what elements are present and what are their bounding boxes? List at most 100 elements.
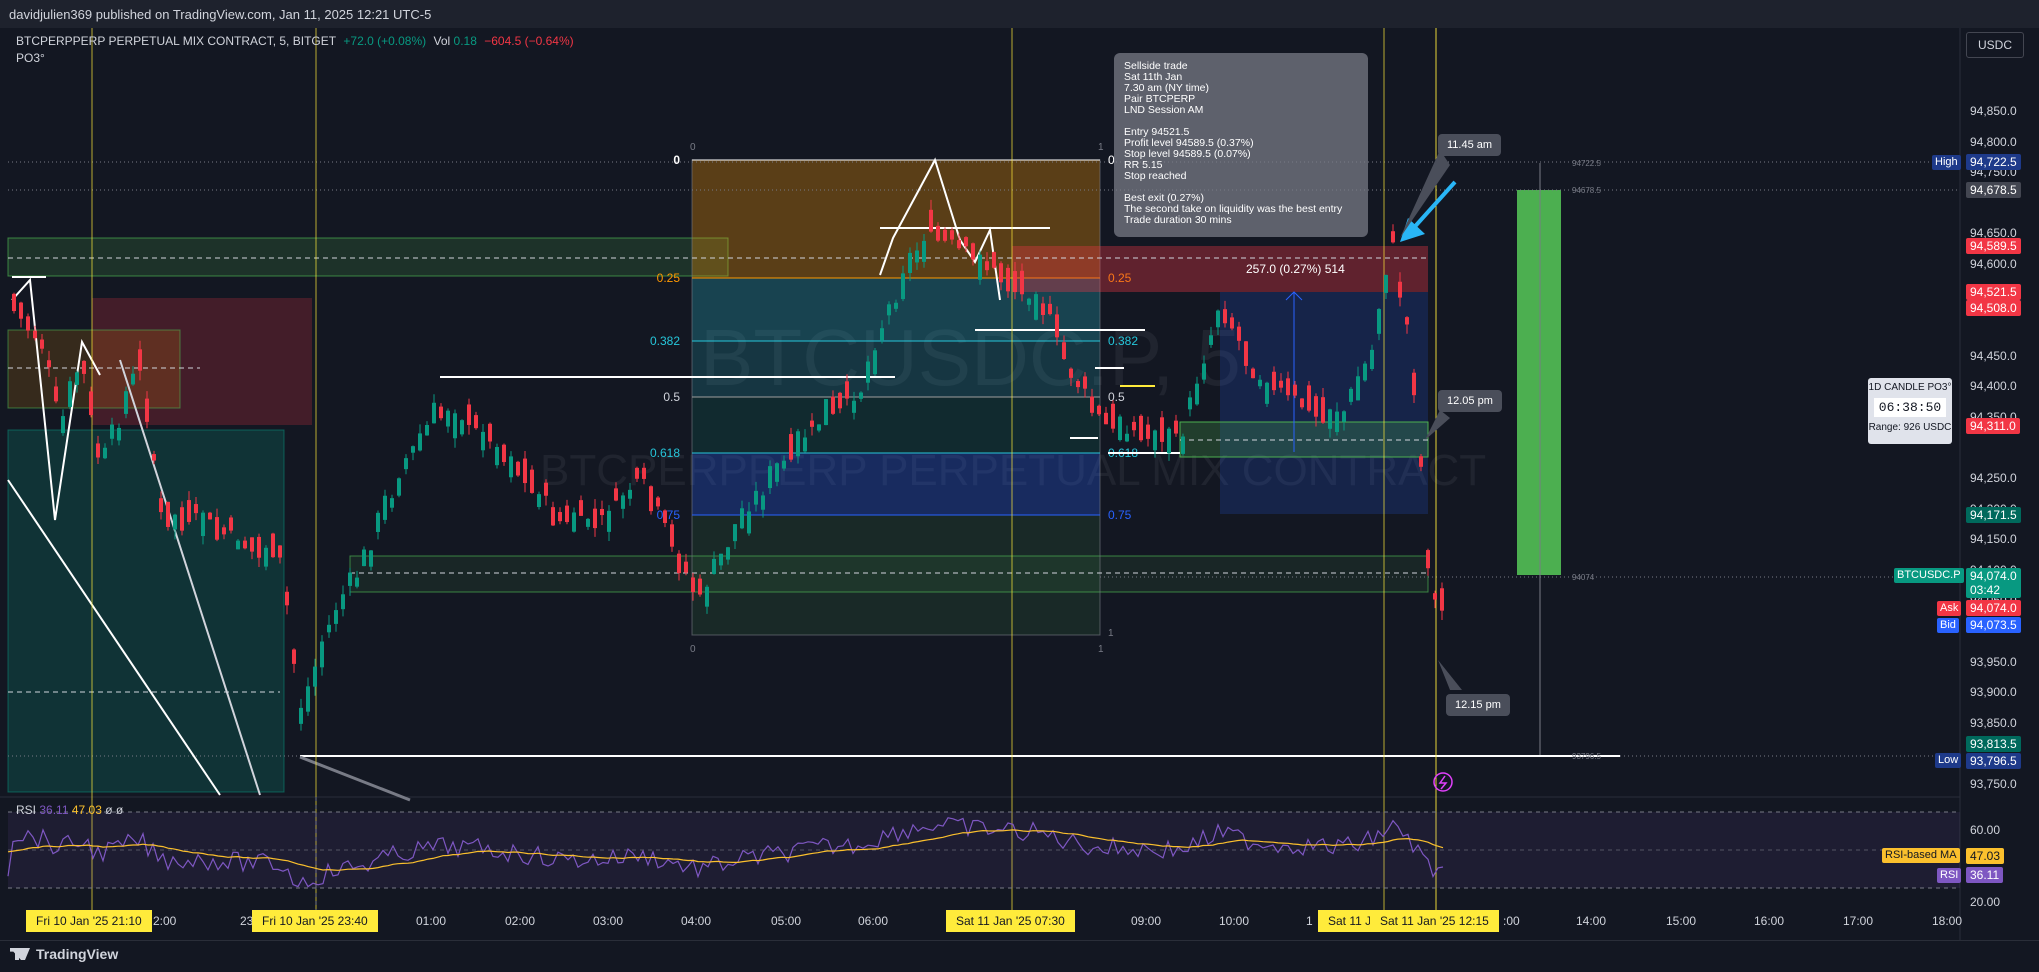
time-tick: 18:00: [1932, 914, 1963, 928]
candle-body: [75, 372, 79, 385]
green-bar: [1517, 190, 1561, 575]
candle-body: [362, 549, 366, 567]
diag-1: [7, 479, 221, 796]
candle-body: [747, 511, 751, 534]
blue-arrow-head: [1400, 218, 1425, 242]
candle-body: [642, 467, 646, 479]
candle-body: [229, 517, 233, 531]
candle-body: [1076, 381, 1080, 388]
rsi-tick-60: 60.00: [1970, 823, 2001, 837]
candle-body: [180, 507, 184, 531]
price-tick: 94,400.0: [1970, 379, 2017, 394]
zigzag: [11, 277, 101, 521]
time-tick: 05:00: [771, 914, 802, 928]
low-tag: Low: [1935, 753, 1962, 768]
fib-left-025: 0.25: [657, 271, 681, 285]
zone-green-top: [7, 237, 729, 277]
candle-body: [1370, 349, 1374, 370]
price-tick: 94,450.0: [1970, 348, 2017, 363]
daily-candle-timer: 06:38:50: [1874, 398, 1946, 417]
bid-value: 94,073.5: [1966, 617, 2021, 633]
indicator-label[interactable]: PO3°: [16, 51, 45, 65]
currency-button[interactable]: USDC: [1966, 32, 2024, 58]
price-tick: 94,600.0: [1970, 256, 2017, 271]
tag-94311: 94,311.0: [1966, 418, 2020, 434]
fib-band-5: [692, 515, 1100, 635]
last-price-countdown: 03:42: [1970, 583, 2001, 597]
candle-body: [663, 510, 667, 523]
candle-body: [152, 454, 156, 461]
legend-vol-value: 0.18: [453, 34, 477, 48]
candle-body: [551, 507, 555, 526]
candle-body: [138, 349, 142, 371]
small-label-94678: 94678.5: [1572, 186, 1601, 195]
daily-candle-widget: 1D CANDLE PO3° 06:38:50 Range: 926 USDC: [1868, 378, 1952, 444]
time-tick: 2:00: [153, 914, 177, 928]
note-line: Sellside trade: [1124, 60, 1188, 72]
candle-body: [1328, 409, 1332, 429]
candle-body: [1118, 416, 1122, 441]
candle-body: [1083, 376, 1087, 389]
candle-body: [124, 391, 128, 414]
rsi-value-3: ø: [105, 803, 113, 817]
rsi-legend[interactable]: RSI 36.11 47.03 ø ø: [16, 803, 123, 817]
blue-arrow-shaft: [1408, 180, 1457, 234]
candle-body: [523, 458, 527, 484]
rsi-ma-value: 47.03: [1966, 848, 2005, 864]
candle-body: [1440, 588, 1444, 611]
candle-body: [1265, 382, 1269, 404]
diag-low: [299, 755, 411, 802]
time-tick: 01:00: [416, 914, 447, 928]
candle-body: [1062, 342, 1066, 360]
candle-body: [1356, 376, 1360, 401]
candle-body: [621, 495, 625, 509]
candle-body: [1146, 424, 1150, 439]
tag-94678: 94,678.5: [1966, 182, 2021, 198]
daily-candle-range: Range: 926 USDC: [1868, 422, 1952, 433]
stop-zone: [1012, 246, 1428, 292]
candle-body: [173, 514, 177, 530]
candle-body: [1412, 372, 1416, 396]
candle-body: [936, 225, 940, 241]
candle-body: [600, 508, 604, 516]
candle-body: [992, 252, 996, 268]
candle-body: [628, 489, 632, 499]
rsi-value-4: ø: [115, 803, 124, 817]
note-line: Profit level 94589.5 (0.37%): [1124, 137, 1254, 149]
candle-body: [1314, 396, 1318, 417]
candle-body: [593, 508, 597, 529]
time-tick: 1: [1306, 914, 1313, 928]
candle-body: [614, 488, 618, 501]
candle-body: [418, 433, 422, 451]
symbol-legend[interactable]: BTCPERPPERP PERPETUAL MIX CONTRACT, 5, B…: [16, 34, 578, 48]
candle-body: [1048, 303, 1052, 315]
low-value: 93,796.5: [1966, 753, 2021, 769]
callout-1215: 12.15 pm: [1446, 694, 1510, 716]
candle-body: [509, 456, 513, 478]
candle-body: [1167, 428, 1171, 454]
fib-band-2: [692, 341, 1100, 397]
candle-body: [733, 524, 737, 542]
candle-body: [1013, 271, 1017, 293]
candle-body: [488, 423, 492, 442]
rsi-label: RSI: [16, 803, 37, 817]
candle-body: [887, 304, 891, 316]
candle-body: [775, 463, 779, 482]
note-line: Sat 11th Jan: [1124, 71, 1183, 83]
candle-body: [1104, 412, 1108, 425]
candle-body: [369, 550, 373, 567]
time-tick: 23: [240, 914, 254, 928]
candle-body: [348, 572, 352, 586]
measure-label: 257.0 (0.27%) 514: [1246, 262, 1345, 276]
candle-body: [530, 469, 534, 493]
candle-body: [768, 466, 772, 489]
candle-body: [754, 490, 758, 505]
candle-body: [558, 512, 562, 522]
rsi-ma-tag: RSI-based MA: [1882, 848, 1960, 863]
candle-body: [425, 424, 429, 436]
fib-right-0382: 0.382: [1108, 334, 1138, 348]
tag-94508: 94,508.0: [1966, 300, 2021, 316]
fib-left-0382: 0.382: [650, 334, 680, 348]
note-line: Stop level 94589.5 (0.07%): [1124, 148, 1251, 160]
